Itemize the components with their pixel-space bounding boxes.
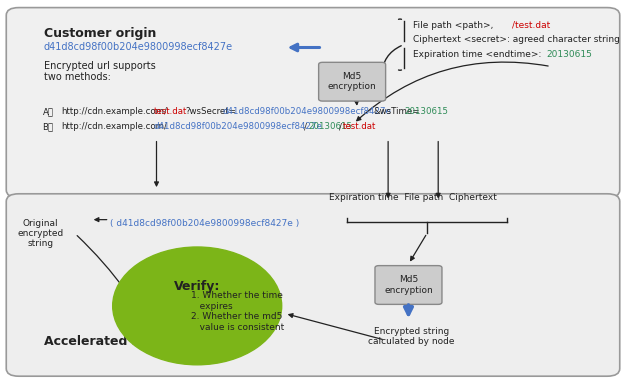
Text: Ciphertext <secret>: agreed character string: Ciphertext <secret>: agreed character st…: [413, 35, 620, 44]
Text: &wsTime=: &wsTime=: [373, 107, 419, 116]
Text: 20130615: 20130615: [404, 107, 448, 116]
Text: test.dat: test.dat: [154, 107, 187, 116]
Text: Expiration time <endtime>:: Expiration time <endtime>:: [413, 50, 545, 59]
FancyBboxPatch shape: [375, 266, 442, 304]
Text: http://cdn.example.com/: http://cdn.example.com/: [61, 122, 167, 131]
Text: /: /: [339, 122, 342, 131]
FancyBboxPatch shape: [6, 194, 620, 376]
Text: B：: B：: [43, 122, 54, 131]
Text: Expiration time  File path  Ciphertext: Expiration time File path Ciphertext: [329, 193, 496, 202]
Text: Md5
encryption: Md5 encryption: [328, 72, 376, 92]
Text: 20130615: 20130615: [546, 50, 592, 59]
Text: Encrypted url supports
two methods:: Encrypted url supports two methods:: [44, 61, 156, 82]
Text: A：: A：: [43, 107, 54, 116]
Text: Customer origin: Customer origin: [44, 27, 156, 40]
FancyBboxPatch shape: [319, 62, 386, 101]
Text: d41d8cd98f00b204e9800998ecf8427e: d41d8cd98f00b204e9800998ecf8427e: [223, 107, 392, 116]
Text: d41d8cd98f00b204e9800998ecf8427e: d41d8cd98f00b204e9800998ecf8427e: [44, 43, 233, 52]
Text: Md5
encryption: Md5 encryption: [384, 275, 433, 295]
Text: d41d8cd98f00b204e9800998ecf8427e: d41d8cd98f00b204e9800998ecf8427e: [154, 122, 323, 131]
Text: Accelerated node: Accelerated node: [44, 335, 167, 348]
Text: Original
encrypted
string: Original encrypted string: [18, 218, 64, 248]
FancyBboxPatch shape: [6, 8, 620, 198]
Text: test.dat: test.dat: [343, 122, 376, 131]
Text: File path <path>,: File path <path>,: [413, 21, 496, 30]
Text: /: /: [304, 122, 307, 131]
Text: ( d41d8cd98f00b204e9800998ecf8427e ): ( d41d8cd98f00b204e9800998ecf8427e ): [110, 219, 299, 228]
Text: 1. Whether the time
   expires
2. Whether the md5
   value is consistent: 1. Whether the time expires 2. Whether t…: [191, 291, 284, 332]
Text: Verify:: Verify:: [174, 280, 220, 293]
Text: Encrypted string
calculated by node: Encrypted string calculated by node: [368, 327, 455, 346]
Text: /test.dat: /test.dat: [512, 21, 550, 30]
Text: 20130615: 20130615: [308, 122, 352, 131]
Text: http://cdn.example.com/: http://cdn.example.com/: [61, 107, 167, 116]
Text: ?wsSecret=: ?wsSecret=: [185, 107, 236, 116]
Ellipse shape: [113, 247, 282, 365]
